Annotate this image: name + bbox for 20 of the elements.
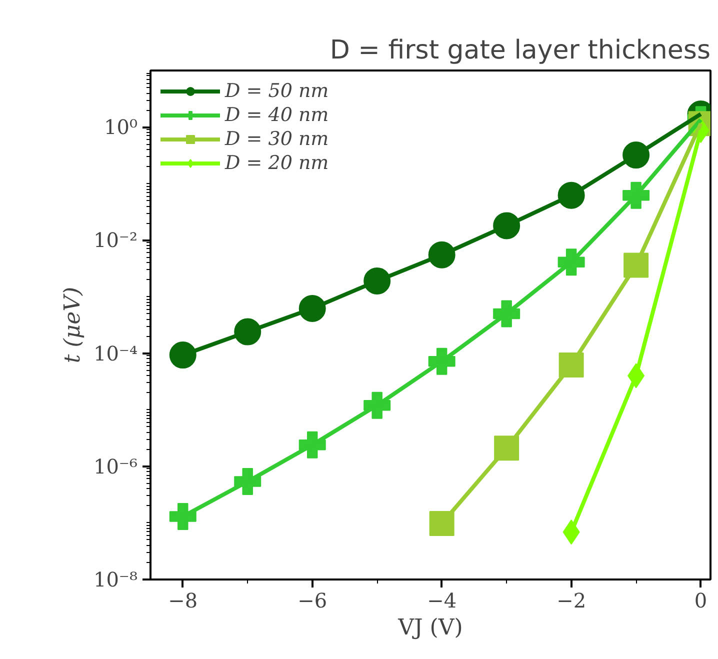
x-tick-label: −4 xyxy=(427,588,457,612)
legend-label: D = 30 nm xyxy=(225,128,329,150)
legend-label: D = 40 nm xyxy=(225,104,329,126)
point xyxy=(429,510,454,536)
y-tick-label: 10⁻⁸ xyxy=(93,568,138,592)
x-tick-label: 0 xyxy=(694,588,708,612)
y-axis-title: t (μeV) xyxy=(60,286,86,364)
x-tick-label: −2 xyxy=(556,588,586,612)
y-tick-label: 10⁻² xyxy=(93,228,138,252)
y-tick-label: 10⁰ xyxy=(104,115,138,140)
x-tick-label: −8 xyxy=(168,588,198,612)
y-tick-label: 10⁻⁴ xyxy=(93,341,138,366)
y-tick-label: 10⁻⁶ xyxy=(93,454,138,478)
x-tick-label: −6 xyxy=(298,588,328,612)
point xyxy=(169,503,196,530)
chart-title: D = first gate layer thickness xyxy=(330,36,711,66)
legend-label: D = 50 nm xyxy=(225,80,329,102)
point xyxy=(169,342,196,369)
x-axis-title: VJ (V) xyxy=(397,616,463,640)
legend-label: D = 20 nm xyxy=(225,152,329,174)
